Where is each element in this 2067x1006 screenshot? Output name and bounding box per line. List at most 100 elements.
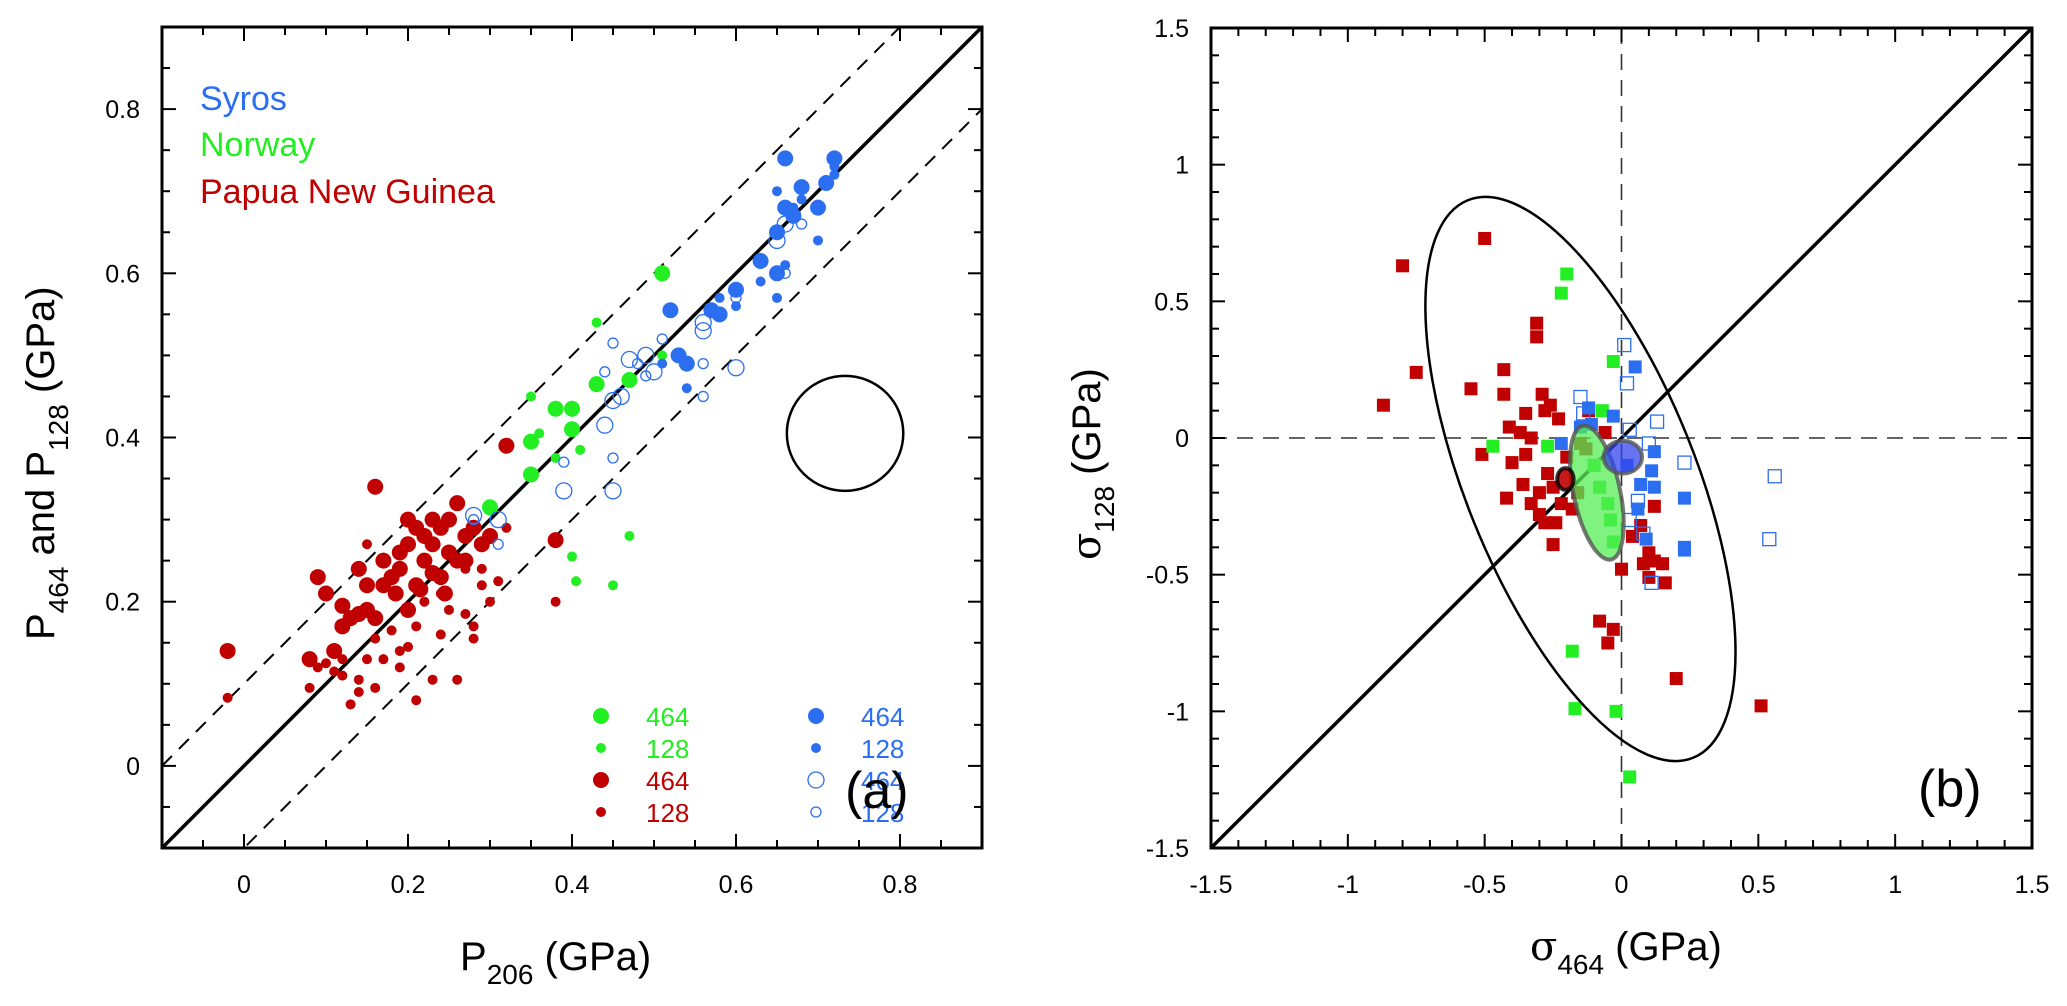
data-point — [1649, 414, 1665, 429]
x-tick-label: 0.5 — [1741, 871, 1776, 899]
data-point — [435, 588, 446, 599]
data-point — [1573, 389, 1588, 405]
scatter-points — [219, 150, 843, 710]
data-point — [714, 292, 725, 303]
data-point — [1524, 497, 1538, 511]
data-point — [662, 302, 679, 319]
data-point — [550, 453, 561, 464]
data-point — [304, 682, 315, 693]
data-point — [411, 695, 422, 706]
y-tick-label: -1.5 — [1146, 835, 1189, 863]
data-point — [468, 633, 479, 644]
data-point — [498, 437, 515, 454]
y-axis-title-unit: (GPa) — [19, 286, 63, 404]
data-point — [795, 218, 808, 230]
reference-lines — [1211, 28, 2032, 848]
data-point — [1628, 360, 1642, 374]
data-point — [604, 482, 622, 500]
data-point — [1677, 455, 1692, 470]
data-point — [624, 531, 635, 542]
data-point — [1636, 526, 1651, 541]
legend-marker-label: 128 — [861, 734, 904, 764]
legend-marker — [807, 771, 825, 789]
panel-label-b: (b) — [1918, 760, 1982, 818]
data-point — [526, 391, 536, 402]
data-point — [375, 552, 392, 569]
legend-marker — [596, 807, 606, 817]
data-point — [427, 674, 438, 685]
data-point — [1634, 477, 1648, 491]
data-point — [793, 179, 810, 196]
data-point — [796, 194, 807, 205]
x-tick-label: 0.2 — [391, 871, 426, 899]
data-point — [1606, 409, 1620, 423]
data-point — [1497, 387, 1511, 401]
error-circle-group — [785, 374, 905, 493]
data-point — [523, 466, 539, 483]
y-tick-label: 0.4 — [105, 425, 140, 453]
data-point — [378, 654, 389, 665]
data-point — [1617, 337, 1632, 353]
overall-ellipse — [1424, 195, 1737, 763]
y-tick-label: 0 — [1175, 425, 1189, 453]
data-point — [403, 641, 413, 652]
data-point — [697, 390, 709, 403]
data-point — [1554, 436, 1568, 450]
-0-1-line — [242, 108, 982, 848]
data-point — [321, 658, 331, 669]
data-point — [657, 358, 668, 369]
data-point — [476, 563, 487, 574]
data-point — [1762, 531, 1777, 547]
data-point — [596, 416, 614, 434]
data-point — [501, 522, 512, 533]
data-point — [1622, 422, 1637, 437]
data-point — [1541, 439, 1555, 453]
data-point — [640, 370, 652, 382]
legend-marker-label: 464 — [646, 766, 689, 796]
data-point — [829, 169, 840, 180]
data-point — [489, 510, 507, 529]
y-axis-title-sub1: 464 — [43, 567, 74, 614]
data-point — [1532, 486, 1546, 500]
data-point — [769, 265, 785, 282]
data-point — [1609, 704, 1623, 718]
data-point — [1541, 467, 1555, 481]
data-point — [1396, 259, 1410, 273]
data-point — [1486, 439, 1500, 453]
x-tick-label: 0.8 — [883, 871, 918, 899]
data-point — [424, 564, 441, 581]
data-point — [485, 596, 495, 607]
x-axis-title-unit: (GPa) — [1604, 925, 1722, 969]
data-point — [1549, 516, 1563, 530]
data-point — [1631, 502, 1645, 516]
panel-b: -1.5 -1 -0.5 0 0.5 1 1.5 -1.5 -1 -0.5 0 0.5 1 1.5 (b)… — [1064, 15, 2049, 980]
data-point — [654, 265, 671, 282]
data-point — [464, 506, 483, 525]
data-point — [694, 322, 712, 340]
data-point — [575, 444, 586, 455]
y-axis-title-a: P464 and P128 (GPa) — [19, 286, 74, 640]
data-point — [1500, 491, 1514, 505]
x-tick-label: 0 — [237, 871, 251, 899]
legend-marker-label: 464 — [646, 702, 689, 732]
data-point — [607, 452, 619, 464]
data-point — [1513, 426, 1527, 440]
legend-marker-label: 128 — [861, 798, 904, 828]
data-point — [826, 150, 843, 167]
data-point — [353, 674, 364, 685]
data-point — [591, 317, 602, 328]
data-point — [1543, 398, 1557, 412]
data-point — [1754, 699, 1768, 713]
legend-marker — [593, 708, 609, 724]
x-axis-title-main: P — [460, 935, 487, 979]
data-point — [829, 161, 840, 172]
data-point — [645, 363, 663, 381]
x-axis-title-a: P206 (GPa) — [460, 935, 651, 990]
data-point — [555, 482, 573, 500]
data-point — [1598, 426, 1612, 440]
data-point — [387, 585, 404, 602]
data-point — [780, 260, 791, 271]
data-point — [435, 629, 446, 640]
error-circle — [785, 374, 905, 493]
axes: 0 0.2 0.4 0.6 0.8 0 0.2 0.4 0.6 0.8 — [105, 25, 984, 899]
